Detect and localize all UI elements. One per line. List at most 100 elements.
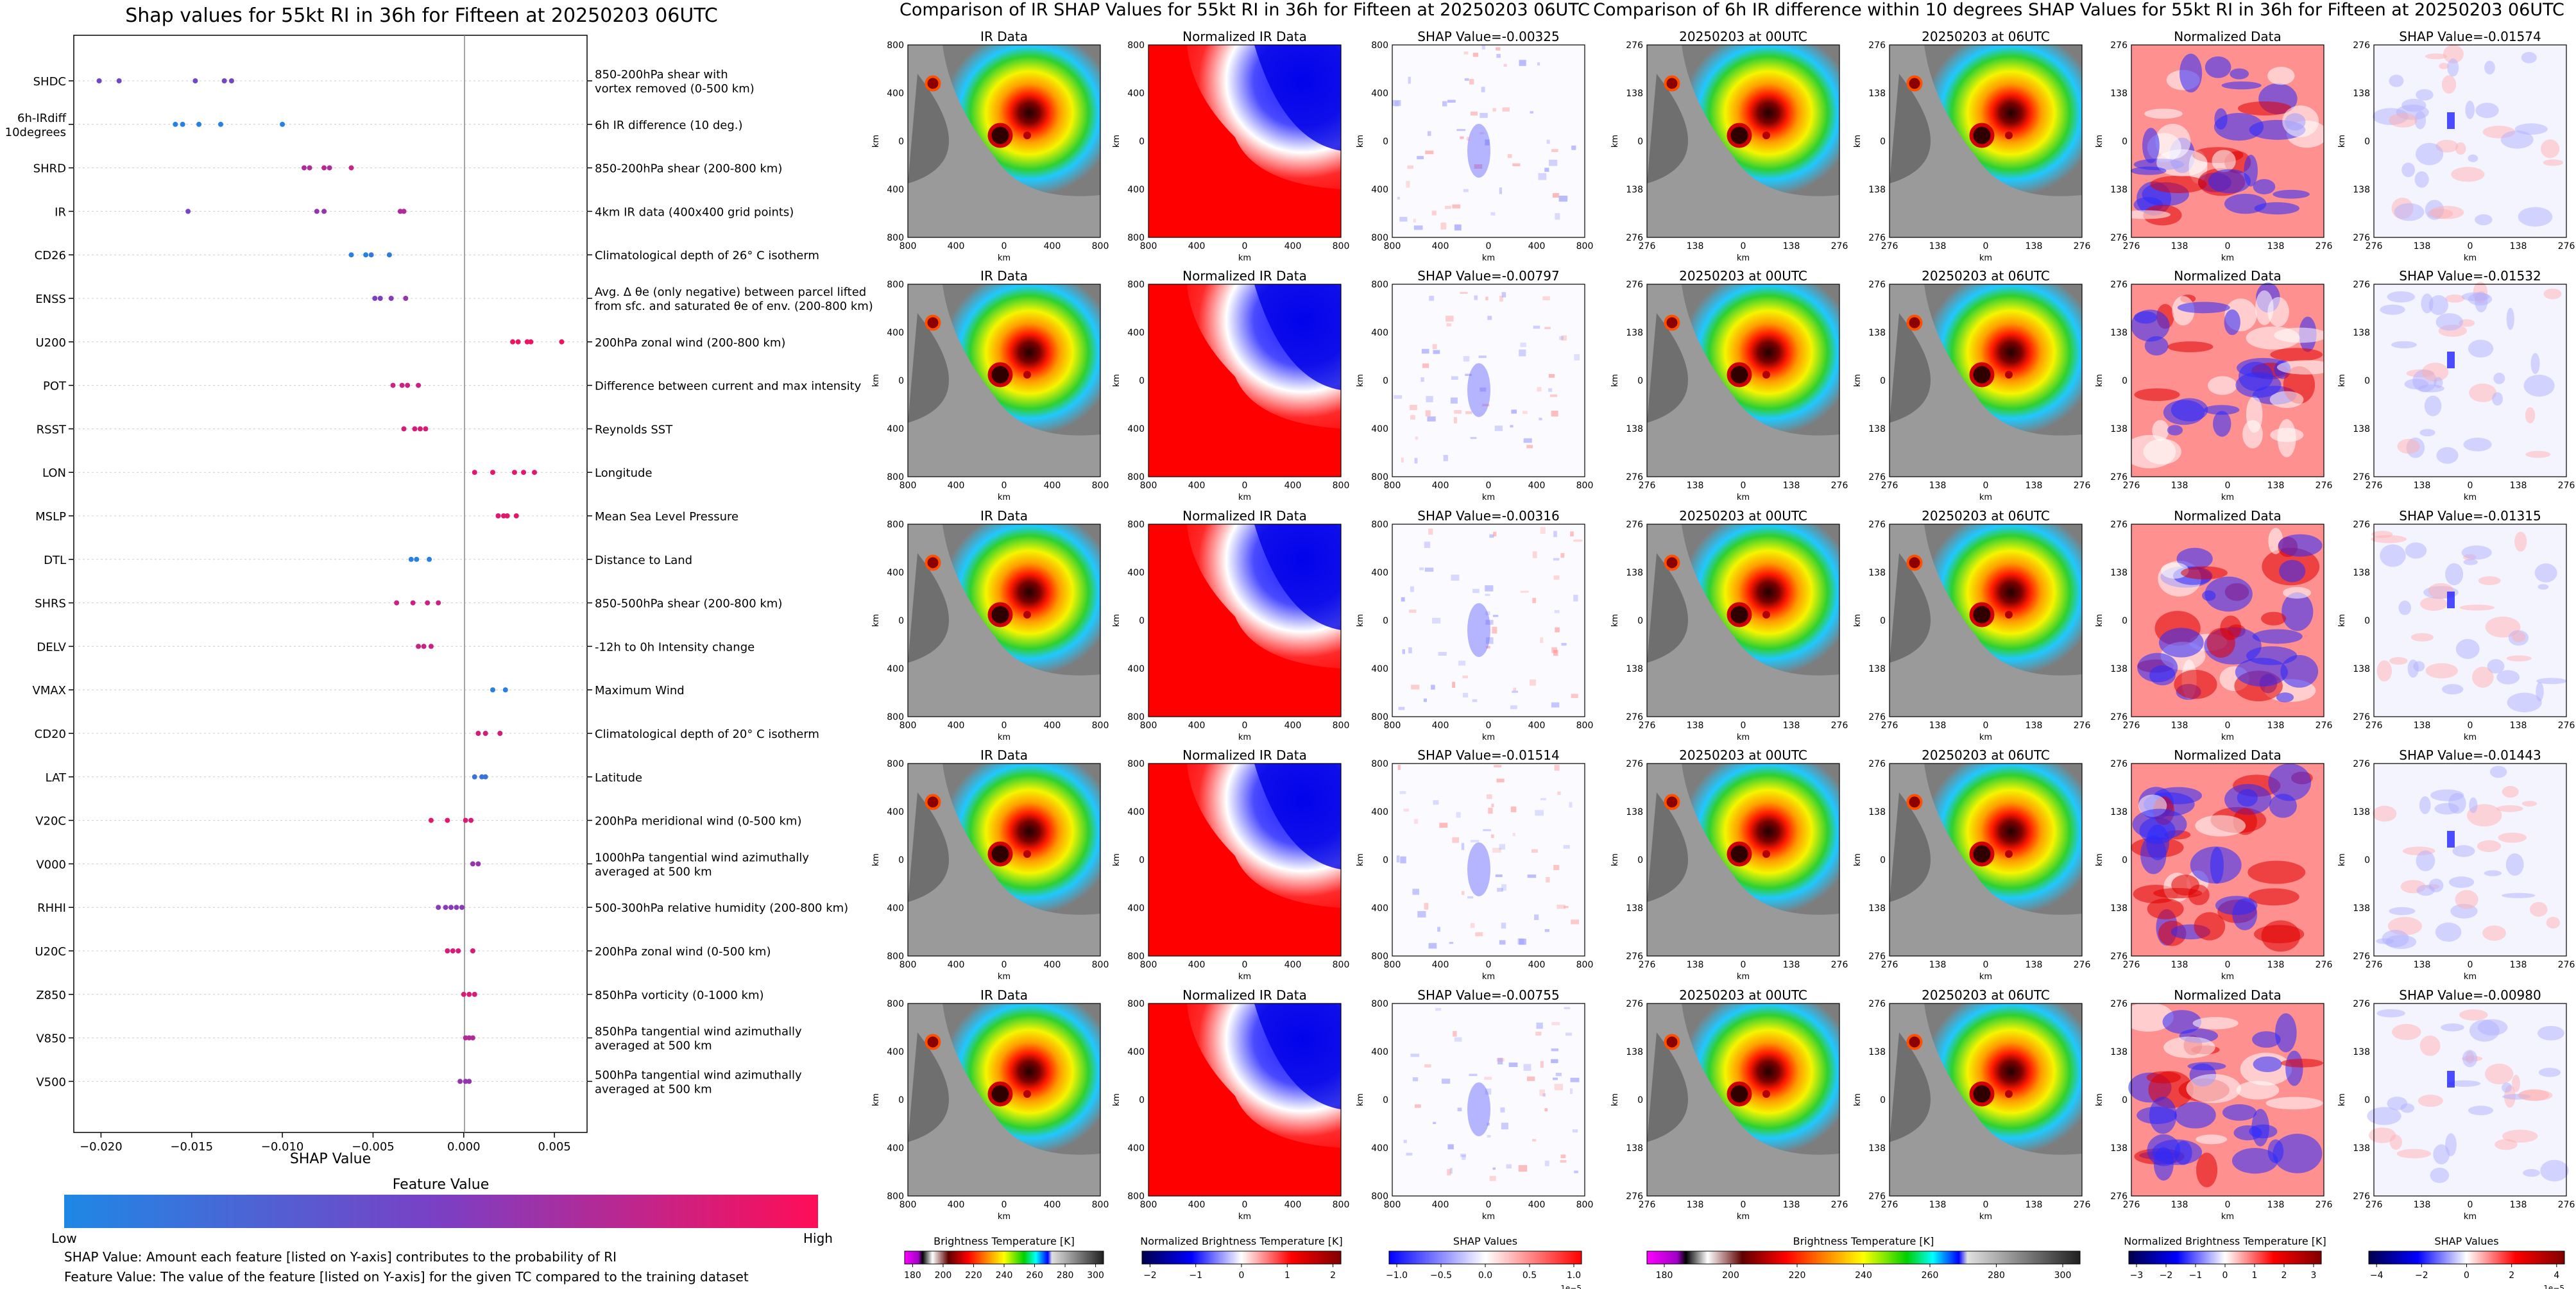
map-y-tick-label: 400 [1371,1143,1388,1154]
norm-diff-patch [2212,149,2236,173]
map-x-tick-label: 276 [1881,241,1898,252]
shap-map-speckle [1413,819,1419,824]
map-x-axis-label: km [1979,493,1992,502]
map-y-tick-label: 800 [887,40,904,51]
map-x-axis-label: km [1737,972,1750,982]
shap-point [388,296,394,301]
map-y-tick-label: 800 [1127,472,1145,482]
shap-point [192,78,198,83]
shap-map-speckle [1432,617,1441,624]
shap-point [421,644,427,649]
map-y-tick-label: 276 [2110,952,2128,962]
shap-map-speckle [1424,567,1434,572]
shap-point [399,382,405,388]
shap-map-speckle [1442,101,1447,107]
shap-map-negative-blob [1467,1082,1490,1136]
map-y-tick-label: 400 [887,807,904,817]
norm-diff-patch [2144,108,2183,119]
map-x-tick-label: 276 [2074,960,2091,970]
diff-shap-value-subtitle: SHAP Value=-0.01443 [2399,747,2541,763]
shap-diff-patch [2469,383,2497,402]
colorbar-title: Normalized Brightness Temperature [K] [1140,1235,1343,1247]
map-y-tick-label: 276 [1868,520,1886,530]
shap-point [327,165,332,171]
ir-convective-cell [1906,794,1923,810]
map-y-tick-label: 276 [1868,999,1886,1009]
norm-diff-patch [2171,875,2199,896]
shap-map-speckle [1398,706,1405,710]
map-x-axis-label: km [2221,493,2234,502]
shap-x-tick-label: 0.000 [447,1140,481,1154]
map-x-tick-label: 0 [1242,241,1248,252]
map-y-tick-label: 0 [1139,376,1145,386]
shap-map-speckle [1533,325,1540,329]
shap-diff-patch [2435,922,2462,942]
map-x-tick-label: 138 [2414,960,2431,970]
shap-point [470,948,475,953]
ir-cloud-shield [1924,1003,2082,1155]
shap-diff-patch [2484,60,2495,75]
map-x-tick-label: 400 [1188,960,1206,970]
shap-map-speckle [1523,438,1532,443]
map-y-tick-label: 800 [1371,999,1388,1009]
map-y-tick-label: 138 [2353,903,2370,914]
shap-point [490,687,496,693]
shap-point [196,121,202,127]
shap-diff-patch [2443,44,2464,64]
shap-diff-patch [2396,1148,2432,1159]
shap-map-speckle [1499,844,1505,850]
shap-x-tick-label: −0.015 [170,1140,213,1154]
map-x-tick-label: 276 [2074,1200,2091,1210]
map-frame [1148,1003,1342,1197]
shap-map-speckle [1532,1139,1537,1142]
feature-code-label: ENSS [35,293,66,306]
feature-description-label: Reynolds SST [595,423,673,436]
feature-description-label: Climatological depth of 26° C isotherm [595,249,819,262]
map-x-tick-label: 138 [2026,241,2043,252]
map-y-tick-label: 276 [2353,999,2370,1009]
shap-diff-patch [2428,295,2449,316]
norm-diff-patch [2246,396,2263,433]
shap-map-speckle [1464,78,1469,81]
map-x-tick-label: 276 [1831,481,1848,491]
map-x-tick-label: 276 [2074,481,2091,491]
norm-diff-patch [2186,1073,2241,1104]
ir-shap-value-subtitle: SHAP Value=-0.01514 [1417,747,1559,763]
map-x-tick-label: 0 [1741,481,1746,491]
map-x-tick-label: 400 [1432,960,1449,970]
ir-cold-band [908,1032,949,1142]
ir-data-subtitle: IR Data [980,268,1028,284]
map-y-tick-label: 276 [2110,1191,2128,1202]
ir-storm-core [1969,602,1995,627]
shap-map-speckle [1392,100,1401,107]
map-y-tick-label: 800 [887,233,904,243]
shap-map-speckle [1536,1022,1543,1029]
shap-x-ticks: −0.020 −0.015 −0.010 −0.005 0.000 0.005 [80,1132,571,1154]
ir-cold-band [1647,74,1688,184]
ir-shap-value-subtitle: SHAP Value=-0.00797 [1417,268,1559,284]
map-y-axis-label: km [871,614,881,627]
shap-map-speckle [1456,812,1461,818]
ir-cloud-shield [1924,284,2082,436]
map-y-tick-label: 276 [2353,40,2370,51]
normalized-ir-subtitle: Normalized IR Data [1182,29,1307,44]
shap-point [445,817,450,823]
norm-diff-patch [2253,179,2276,194]
map-x-axis-label: km [2464,253,2477,263]
map-y-tick-label: 0 [1880,376,1886,386]
shap-map-speckle [1492,1167,1496,1170]
map-x-tick-label: 800 [1576,1200,1594,1210]
shap-map-speckle [1396,855,1400,863]
map-y-tick-label: 138 [1626,903,1643,914]
map-y-tick-label: 138 [1626,328,1643,338]
map-y-tick-label: 138 [1868,185,1886,195]
norm-diff-patch [2280,654,2319,688]
shap-point [116,78,122,83]
shap-point [428,644,434,649]
shap-map-speckle [1544,1108,1548,1112]
map-y-tick-label: 276 [2110,759,2128,769]
feature-description-label: 850-200hPa shear (200-800 km) [595,162,782,176]
shap-point [302,165,307,171]
colorbar-tick-label: 180 [1656,1270,1673,1281]
